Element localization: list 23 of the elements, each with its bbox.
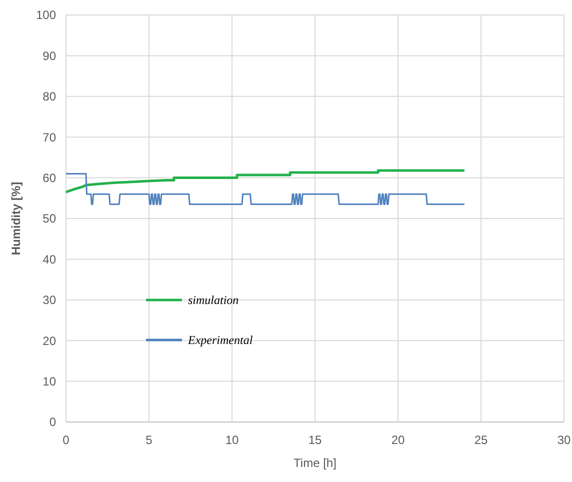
y-axis-title: Humidity [%] xyxy=(9,182,23,256)
y-tick-label: 90 xyxy=(42,48,56,63)
y-tick-label: 20 xyxy=(42,334,56,348)
x-tick-label: 15 xyxy=(308,433,322,447)
y-tick-label: 30 xyxy=(42,293,56,308)
y-tick-label: 50 xyxy=(42,212,56,226)
x-tick-label: 25 xyxy=(474,433,488,447)
x-tick-label: 0 xyxy=(62,433,70,447)
y-tick-label: 40 xyxy=(42,252,56,266)
line-series xyxy=(64,169,466,194)
legend-label: simulation xyxy=(188,293,239,308)
y-tick-label: 0 xyxy=(49,415,56,430)
legend-label: Experimental xyxy=(187,333,254,348)
y-tick-label: 70 xyxy=(42,130,56,144)
y-tick-label: 10 xyxy=(42,374,56,388)
x-axis-title: Time [h] xyxy=(294,456,336,470)
y-tick-label: 80 xyxy=(42,90,56,104)
x-tick-label: 30 xyxy=(557,433,571,447)
y-tick-label: 60 xyxy=(42,171,56,185)
y-tick-label: 100 xyxy=(36,8,56,22)
x-tick-label: 20 xyxy=(391,433,405,447)
x-tick-label: 10 xyxy=(225,433,239,447)
x-tick-label: 5 xyxy=(146,433,153,447)
